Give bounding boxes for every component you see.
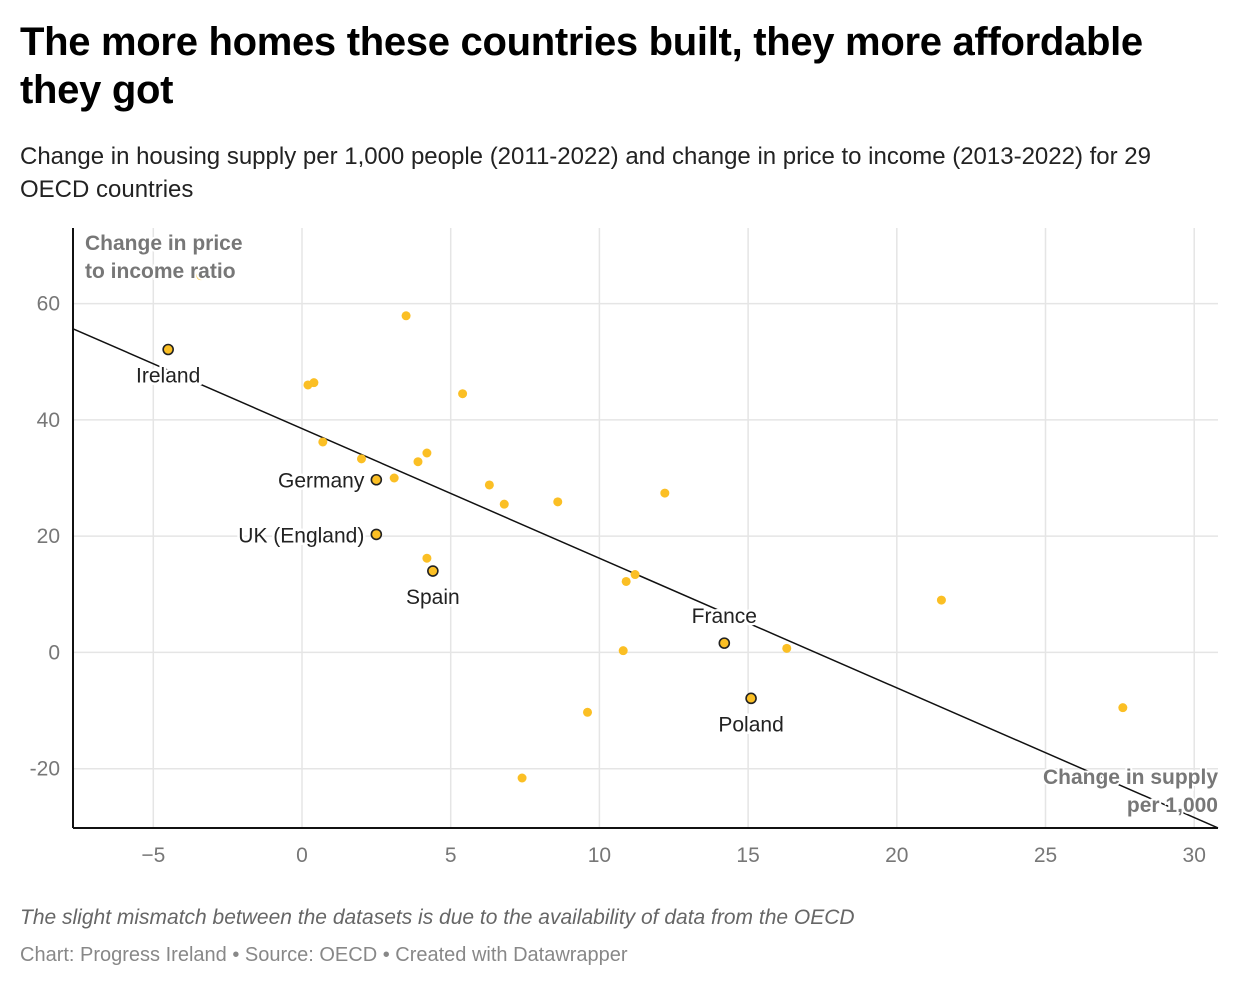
data-point (458, 389, 468, 399)
x-tick-label: 5 (445, 844, 457, 867)
data-point (309, 378, 319, 388)
chart-title: The more homes these countries built, th… (20, 20, 1143, 112)
x-tick-label: 0 (296, 844, 308, 867)
chart-note: The slight mismatch between the datasets… (20, 906, 855, 929)
data-point (389, 473, 399, 483)
y-tick-label: 40 (37, 409, 60, 432)
x-axis-title: Change in supply per 1,000 (1043, 766, 1218, 817)
y-tick-label: -20 (30, 758, 60, 781)
data-point (484, 480, 494, 490)
data-point (370, 528, 383, 541)
y-tick-label: 20 (37, 525, 60, 548)
data-point (370, 473, 383, 486)
data-point (718, 637, 731, 649)
data-point (422, 448, 432, 458)
data-point (196, 271, 206, 281)
x-tick-label: 20 (885, 844, 908, 867)
data-point (162, 343, 174, 356)
data-point (618, 646, 628, 656)
y-tick-label: 60 (37, 293, 60, 316)
data-point (621, 576, 631, 586)
data-point (583, 707, 593, 717)
data-point (553, 497, 563, 507)
data-point (422, 553, 432, 563)
x-tick-label: 10 (588, 844, 611, 867)
chart-subtitle: Change in housing supply per 1,000 peopl… (20, 143, 1151, 203)
x-tick-label: −5 (141, 844, 165, 867)
point-label: Poland (718, 713, 783, 736)
chart-credit: Chart: Progress Ireland • Source: OECD •… (20, 944, 628, 966)
data-point (413, 457, 423, 467)
data-point (517, 773, 527, 783)
data-point (1118, 703, 1128, 713)
data-point (745, 692, 757, 705)
data-point (660, 488, 670, 498)
data-point (630, 570, 640, 580)
data-point (782, 643, 792, 653)
y-axis-title: Change in price to income ratio (85, 232, 243, 283)
x-tick-label: 30 (1183, 844, 1206, 867)
point-label: Spain (406, 586, 460, 609)
data-point (318, 437, 328, 447)
trend-line (72, 328, 1219, 829)
data-point (936, 595, 946, 605)
data-point (401, 311, 411, 321)
data-point (427, 565, 439, 577)
data-point (356, 454, 366, 464)
point-label: France (692, 605, 757, 628)
x-tick-label: 15 (736, 844, 759, 867)
point-label: Ireland (136, 365, 200, 388)
data-point (499, 499, 509, 509)
y-tick-label: 0 (48, 641, 60, 664)
x-tick-label: 25 (1034, 844, 1057, 867)
point-label: Germany (278, 470, 365, 493)
point-label: UK (England) (238, 524, 364, 547)
